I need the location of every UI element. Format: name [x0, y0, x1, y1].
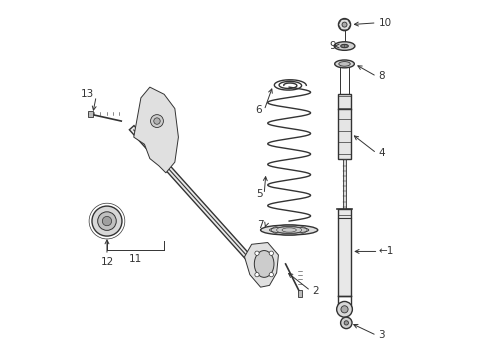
Circle shape [268, 273, 273, 277]
Ellipse shape [260, 225, 317, 235]
Circle shape [153, 118, 160, 124]
Circle shape [340, 317, 351, 329]
Text: 12: 12 [100, 257, 113, 267]
Text: 3: 3 [378, 330, 384, 341]
Bar [342, 158, 346, 208]
Ellipse shape [338, 62, 349, 66]
Circle shape [268, 251, 273, 255]
Text: 9: 9 [328, 41, 335, 51]
Text: 11: 11 [129, 253, 142, 264]
Circle shape [341, 22, 346, 27]
Text: 4: 4 [378, 148, 384, 158]
Text: 7: 7 [257, 220, 264, 230]
Text: 6: 6 [255, 105, 262, 115]
Text: ←1: ←1 [378, 247, 393, 256]
Text: 10: 10 [378, 18, 391, 28]
Ellipse shape [269, 227, 308, 233]
Circle shape [150, 114, 163, 127]
Text: 13: 13 [81, 89, 94, 99]
Circle shape [254, 251, 259, 255]
Circle shape [344, 321, 348, 325]
Ellipse shape [340, 44, 348, 48]
Circle shape [98, 212, 116, 230]
Circle shape [92, 206, 122, 236]
Circle shape [338, 18, 350, 31]
Ellipse shape [254, 251, 273, 277]
Text: 2: 2 [312, 286, 318, 296]
Bar [337, 94, 350, 158]
Bar [88, 111, 93, 117]
Polygon shape [244, 243, 278, 287]
Circle shape [340, 306, 347, 313]
Bar [337, 208, 350, 296]
Polygon shape [134, 87, 178, 173]
Bar [298, 290, 301, 297]
Circle shape [102, 216, 111, 226]
Text: 5: 5 [255, 189, 262, 199]
Circle shape [254, 273, 259, 277]
Circle shape [336, 301, 352, 317]
Ellipse shape [333, 42, 354, 50]
Ellipse shape [334, 60, 354, 68]
Text: 8: 8 [378, 71, 384, 81]
